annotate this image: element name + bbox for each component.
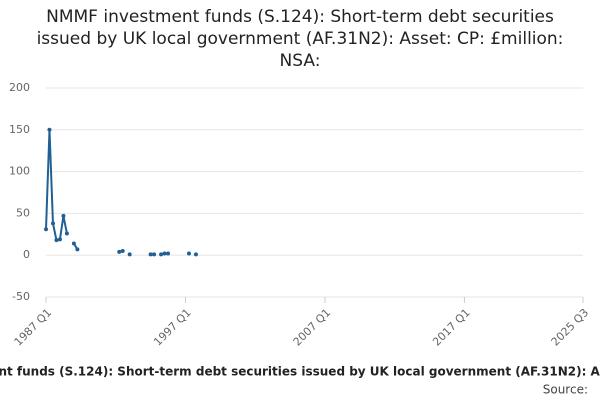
y-tick-label: 50 <box>16 206 30 219</box>
x-tick-label: 1997 Q1 <box>151 306 194 349</box>
x-tick-label: 2017 Q1 <box>430 306 473 349</box>
data-point <box>57 237 62 242</box>
chart-title: NMMF investment funds (S.124): Short-ter… <box>36 7 564 71</box>
y-tick-label: 150 <box>9 123 30 136</box>
source-label: Source: <box>543 383 588 397</box>
y-tick-label: -50 <box>12 290 30 303</box>
data-point <box>120 249 125 254</box>
data-point <box>186 251 191 256</box>
y-tick-label: 200 <box>9 81 30 94</box>
data-point <box>44 227 48 232</box>
data-point <box>127 252 132 257</box>
data-point <box>166 251 171 256</box>
x-tick-label: 2025 Q3 <box>549 306 592 349</box>
x-tick-label: 2007 Q1 <box>291 306 334 349</box>
data-point <box>71 241 76 246</box>
data-point <box>117 249 122 254</box>
data-point <box>159 252 164 257</box>
data-point <box>152 252 157 257</box>
data-point <box>193 252 198 257</box>
data-point <box>61 213 66 218</box>
data-point <box>75 247 80 252</box>
data-point <box>54 238 59 243</box>
data-point <box>64 231 69 236</box>
y-tick-label: 0 <box>23 248 30 261</box>
data-point <box>47 127 52 132</box>
x-tick-label: 1987 Q1 <box>12 306 55 349</box>
data-point <box>50 221 55 226</box>
scrolling-title: NMMF investment funds (S.124): Short-ter… <box>0 365 600 379</box>
data-point <box>162 251 167 256</box>
series-line <box>46 130 196 255</box>
data-point <box>148 252 153 257</box>
y-tick-label: 100 <box>9 165 30 178</box>
